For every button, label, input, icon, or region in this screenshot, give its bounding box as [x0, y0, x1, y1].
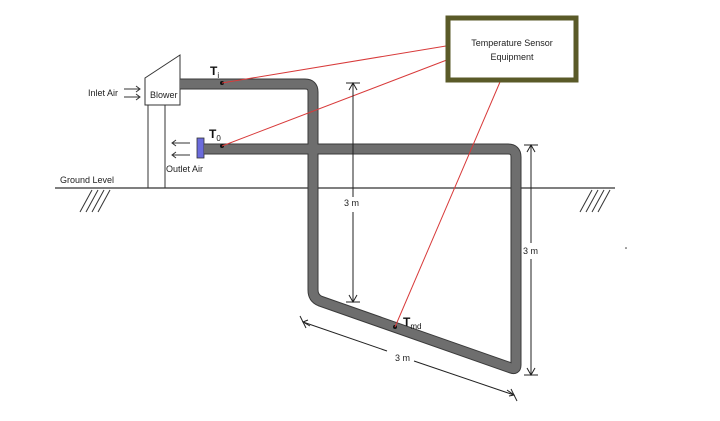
- dimension-bottom-label: 3 m: [395, 353, 410, 363]
- speck: [625, 247, 627, 249]
- sensor-line-to: [221, 57, 453, 147]
- tmd-label: Tmd: [403, 315, 421, 331]
- dimension-bottom: [299, 315, 518, 402]
- sensor-line-tmd: [394, 81, 501, 328]
- ti-label: Ti: [210, 64, 219, 80]
- inlet-air-label: Inlet Air: [88, 88, 118, 98]
- dimension-vertical-left: [346, 81, 360, 304]
- dimension-vertical-left-label: 3 m: [344, 198, 359, 208]
- blower-housing: [144, 54, 181, 106]
- pipe: [180, 79, 521, 374]
- outlet-arrows: [171, 139, 190, 159]
- to-label: T0: [209, 127, 221, 143]
- sensor-equipment-box: [445, 15, 579, 83]
- outlet-cap: [196, 137, 205, 159]
- pipe-outline: [180, 78, 522, 375]
- sensor-line-ti: [221, 44, 453, 84]
- sensor-box-line1: Temperature Sensor: [471, 38, 553, 48]
- sensor-box-line2: Equipment: [490, 52, 534, 62]
- ground-level-label: Ground Level: [60, 175, 114, 185]
- blower-stand: [147, 105, 166, 188]
- dimension-vertical-right: [524, 143, 538, 377]
- inlet-arrows: [124, 85, 141, 101]
- ground-hatch-left: [79, 189, 111, 213]
- ground-hatch-right: [579, 189, 611, 213]
- outlet-air-label: Outlet Air: [166, 164, 203, 174]
- dimension-vertical-right-label: 3 m: [523, 246, 538, 256]
- blower-label: Blower: [150, 90, 178, 100]
